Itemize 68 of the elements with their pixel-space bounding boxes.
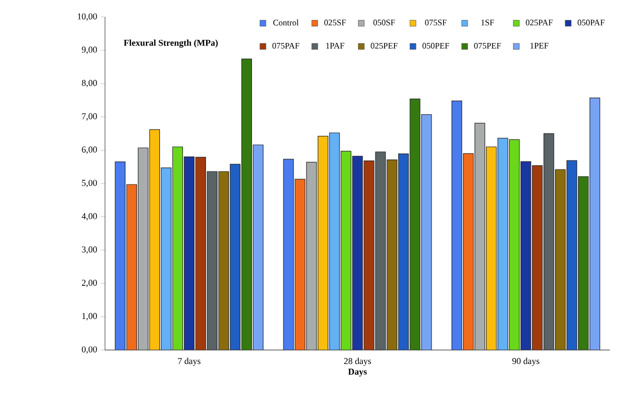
y-tick-label: 0,00 (82, 346, 97, 354)
bar (410, 98, 420, 350)
legend-label: 075PEF (474, 42, 501, 49)
bar (283, 158, 294, 350)
bar (463, 153, 474, 350)
bar (206, 171, 218, 350)
y-tick-label: 4,00 (82, 213, 97, 220)
bar (452, 100, 462, 350)
bar (590, 98, 600, 350)
x-axis-title: Days (348, 368, 367, 377)
bar (375, 152, 386, 350)
y-tick-label: 2,00 (82, 280, 97, 288)
legend-label: Control (273, 20, 299, 26)
bar (421, 114, 432, 350)
x-tick-label: 28 days (344, 358, 372, 366)
y-tick-label: 3,00 (82, 246, 97, 254)
legend-label: 025SF (324, 20, 346, 26)
bar (398, 154, 409, 350)
bar (241, 58, 252, 350)
bar (218, 171, 229, 350)
x-tick-label: 7 days (178, 358, 200, 366)
bar (532, 165, 543, 350)
legend-label: 050PAF (578, 20, 605, 26)
bar (352, 156, 363, 350)
bar (364, 160, 374, 350)
bar (498, 138, 508, 350)
bar (184, 156, 194, 350)
y-axis-title: Flexural Strength (MPa) (124, 40, 218, 48)
y-tick-label: 1,00 (82, 313, 97, 320)
y-tick-label: 9,00 (82, 46, 97, 54)
legend-label: 1PEF (530, 42, 548, 48)
bar (138, 148, 148, 350)
bar (252, 144, 264, 350)
bar (230, 164, 240, 350)
bar (486, 146, 497, 350)
bar (195, 156, 206, 350)
bar (318, 136, 328, 350)
bar (160, 168, 172, 350)
y-tick-label: 10,00 (78, 13, 97, 21)
bar (578, 176, 589, 350)
bar (340, 150, 352, 350)
bar (149, 129, 160, 350)
bar (172, 146, 183, 350)
legend-label: 025PEF (370, 42, 398, 49)
legend-label: 075SF (425, 20, 447, 26)
bar (386, 160, 398, 350)
y-tick-label: 5,00 (82, 180, 97, 188)
legend-label: 050PEF (422, 42, 450, 49)
bar (114, 162, 126, 350)
y-tick-label: 7,00 (82, 113, 97, 121)
legend-label: 1PAF (326, 42, 344, 48)
legend-label: 025PAF (526, 20, 553, 26)
legend-label: 1SF (481, 20, 494, 26)
bar (520, 161, 532, 350)
bar (555, 169, 566, 350)
y-tick-label: 8,00 (82, 80, 97, 88)
bar (329, 132, 340, 350)
y-tick-label: 6,00 (82, 146, 97, 154)
bar (566, 160, 578, 350)
bar (126, 184, 137, 350)
bar (474, 122, 486, 350)
bar (306, 162, 317, 350)
bar (544, 133, 554, 350)
bar (294, 178, 306, 350)
x-tick-label: 90 days (512, 358, 540, 366)
legend-label: 075PAF (272, 42, 300, 49)
bar (509, 139, 520, 350)
legend-label: 050SF (373, 20, 395, 26)
